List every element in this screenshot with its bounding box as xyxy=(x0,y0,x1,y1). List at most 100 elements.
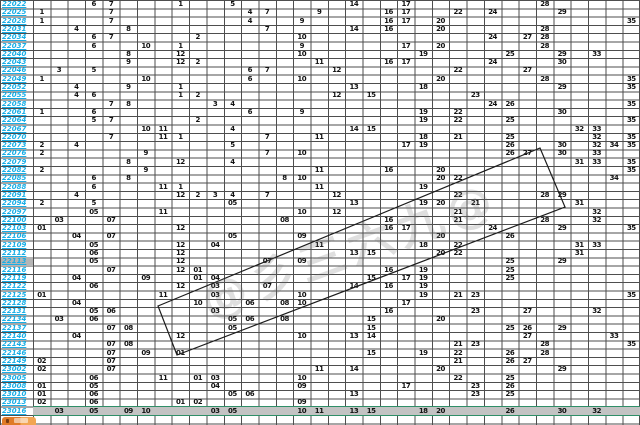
period-label[interactable]: 22143 xyxy=(2,340,27,349)
drawn-number-cell: 7 xyxy=(108,99,114,108)
drawn-number-cell: 22 xyxy=(453,348,463,357)
period-label[interactable]: 23013 xyxy=(2,398,27,407)
period-label[interactable]: 23016 xyxy=(2,406,27,415)
drawn-number-cell: 03 xyxy=(54,315,64,324)
period-label[interactable]: 22116 xyxy=(2,265,27,274)
drawn-number-cell: 05 xyxy=(228,232,237,241)
drawn-number-cell: 07 xyxy=(106,365,116,374)
drawn-number-cell: 25 xyxy=(505,257,515,266)
drawn-number-cell: 20 xyxy=(436,166,445,174)
period-label[interactable]: 22128 xyxy=(2,298,27,307)
period-label[interactable]: 22034 xyxy=(2,33,27,42)
drawn-number-cell: 12 xyxy=(332,190,341,199)
period-label[interactable]: 22119 xyxy=(2,273,27,282)
drawn-number-cell: 4 xyxy=(74,190,79,199)
trend-row: 22137 07 08 05 15 25 26 29 xyxy=(0,324,640,332)
period-label[interactable]: 22140 xyxy=(2,332,27,340)
period-label[interactable]: 22070 xyxy=(2,132,27,141)
drawn-number-cell: 10 xyxy=(297,49,307,58)
drawn-number-cell: 4 xyxy=(230,157,235,166)
period-label[interactable]: 22028 xyxy=(2,16,27,25)
drawn-number-cell: 10 xyxy=(297,174,307,183)
period-label[interactable]: 22100 xyxy=(2,215,27,224)
drawn-number-cell: 2 xyxy=(195,58,201,67)
period-label[interactable]: 22064 xyxy=(2,116,27,125)
period-label[interactable]: 22043 xyxy=(2,58,27,67)
drawn-number-cell: 8 xyxy=(126,24,131,33)
period-label[interactable]: 22112 xyxy=(2,249,27,257)
drawn-number-cell: 32 xyxy=(592,141,601,150)
drawn-number-cell: 26 xyxy=(522,323,532,332)
period-label[interactable]: 22131 xyxy=(2,307,27,316)
period-label[interactable]: 23005 xyxy=(2,373,27,382)
drawn-number-cell: 31 xyxy=(574,240,584,249)
period-label[interactable]: 22061 xyxy=(2,107,27,116)
drawn-number-cell: 5 xyxy=(230,0,235,8)
drawn-number-cell: 11 xyxy=(314,132,324,141)
period-label[interactable]: 22125 xyxy=(2,290,27,299)
drawn-number-cell: 23 xyxy=(470,381,480,390)
site-logo-icon xyxy=(2,417,36,425)
trend-row: 23016 03 05 09 10 03 05 10 11 13 15 18 20 26 30 32 xyxy=(0,407,640,415)
period-label[interactable]: 22094 xyxy=(2,199,27,208)
period-label[interactable]: 22037 xyxy=(2,41,27,50)
period-label[interactable]: 22122 xyxy=(2,282,27,291)
period-label[interactable]: 22022 xyxy=(2,0,27,8)
period-label[interactable]: 22146 xyxy=(2,348,27,357)
drawn-number-cell: 05 xyxy=(89,307,99,316)
drawn-number-cell: 12 xyxy=(332,91,341,100)
drawn-number-cell: 32 xyxy=(592,307,601,316)
drawn-number-cell: 01 xyxy=(37,224,47,233)
period-label[interactable]: 22067 xyxy=(2,124,27,133)
period-label[interactable]: 22058 xyxy=(2,99,27,108)
period-label[interactable]: 22040 xyxy=(2,49,27,58)
period-label[interactable]: 22149 xyxy=(2,356,27,365)
drawn-number-cell: 09 xyxy=(141,273,151,282)
drawn-number-cell: 21 xyxy=(453,340,463,349)
period-label[interactable]: 22073 xyxy=(2,141,27,150)
drawn-number-cell: 22 xyxy=(453,373,463,382)
period-label[interactable]: 22134 xyxy=(2,315,27,324)
period-label[interactable]: 22103 xyxy=(2,224,27,233)
period-label[interactable]: 22049 xyxy=(2,74,27,83)
period-label[interactable]: 22079 xyxy=(2,157,27,166)
period-label[interactable]: 23008 xyxy=(2,381,27,390)
period-label[interactable]: 22055 xyxy=(2,91,27,100)
drawn-number-cell: 10 xyxy=(141,406,151,415)
period-label[interactable]: 22076 xyxy=(2,149,27,158)
drawn-number-cell: 22 xyxy=(453,66,463,75)
period-label[interactable]: 22052 xyxy=(2,83,27,91)
drawn-number-cell: 35 xyxy=(626,224,636,233)
drawn-number-cell: 4 xyxy=(74,24,79,33)
drawn-number-cell: 24 xyxy=(488,8,497,17)
period-label[interactable]: 22097 xyxy=(2,207,27,216)
drawn-number-cell: 11 xyxy=(158,132,168,141)
drawn-number-cell: 6 xyxy=(91,107,96,116)
drawn-number-cell: 9 xyxy=(126,83,131,91)
period-label[interactable]: 22106 xyxy=(2,232,27,241)
drawn-number-cell: 23 xyxy=(470,91,480,100)
period-label[interactable]: 23010 xyxy=(2,390,27,399)
period-label[interactable]: 22031 xyxy=(2,24,27,33)
drawn-number-cell: 35 xyxy=(626,16,636,25)
period-label[interactable]: 22109 xyxy=(2,240,27,249)
period-label[interactable]: 22137 xyxy=(2,323,27,332)
period-label[interactable]: 22082 xyxy=(2,166,27,174)
period-label[interactable]: 22113 xyxy=(2,257,27,266)
drawn-number-cell: 15 xyxy=(366,91,376,100)
drawn-number-cell: 3 xyxy=(212,99,218,108)
drawn-number-cell: 12 xyxy=(176,332,185,340)
drawn-number-cell: 24 xyxy=(488,33,497,42)
trend-row: 22049 1 10 6 10 20 28 35 xyxy=(0,75,640,83)
period-label[interactable]: 22088 xyxy=(2,182,27,191)
period-label[interactable]: 22085 xyxy=(2,174,27,183)
period-label[interactable]: 22091 xyxy=(2,190,27,199)
drawn-number-cell: 16 xyxy=(384,58,393,67)
trend-row: 22079 8 12 4 31 33 35 xyxy=(0,158,640,166)
drawn-number-cell: 7 xyxy=(264,8,270,17)
period-label[interactable]: 22025 xyxy=(2,8,27,17)
period-label[interactable]: 23002 xyxy=(2,365,27,374)
drawn-number-cell: 26 xyxy=(505,141,515,150)
drawn-number-cell: 25 xyxy=(505,373,515,382)
period-label[interactable]: 22046 xyxy=(2,66,27,75)
